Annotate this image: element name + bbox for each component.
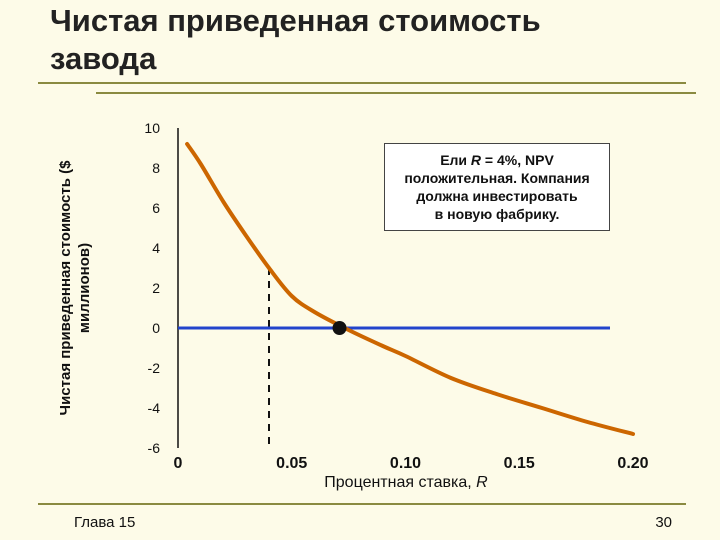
title-divider-secondary	[96, 92, 696, 94]
y-tick-label: -4	[148, 400, 161, 416]
slide-title: Чистая приведенная стоимость завода	[50, 3, 541, 76]
annotation-variable: R	[470, 152, 482, 168]
x-axis-label: Процентная ставка, R	[178, 474, 634, 492]
y-tick-label: 6	[152, 200, 160, 216]
irr-marker-point	[332, 321, 347, 335]
y-tick-label: 4	[152, 240, 160, 256]
npv-curve	[185, 142, 635, 436]
annotation-prefix: Ели	[440, 152, 471, 168]
x-axis-label-variable: R	[476, 474, 488, 491]
x-tick-label: 0.15	[504, 455, 535, 472]
x-tick-label: 0.10	[390, 455, 421, 472]
annotation-line-1: Ели R = 4%, NPV	[385, 151, 609, 169]
title-divider	[38, 82, 686, 84]
y-tick-label: 2	[152, 280, 160, 296]
y-tick-label: -6	[148, 440, 161, 456]
annotation-suffix: = 4%, NPV	[481, 152, 554, 168]
annotation-line-3: должна инвестировать	[416, 188, 578, 204]
y-tick-label: 10	[144, 120, 160, 136]
y-tick-label: 0	[152, 320, 160, 336]
x-tick-label: 0.20	[617, 455, 648, 472]
chapter-label: Глава 15	[74, 514, 136, 531]
y-tick-label: -2	[148, 360, 161, 376]
annotation-box: Ели R = 4%, NPV положительная. Компания …	[384, 143, 610, 231]
annotation-line-2: положительная. Компания	[404, 170, 590, 186]
x-tick-label: 0.05	[276, 455, 307, 472]
footer-divider	[38, 503, 686, 505]
x-tick-label: 0	[174, 455, 183, 472]
y-tick-label: 8	[152, 160, 160, 176]
x-axis-label-text: Процентная ставка,	[324, 474, 477, 491]
annotation-line-4: в новую фабрику.	[434, 206, 560, 222]
page-number: 30	[655, 514, 672, 531]
